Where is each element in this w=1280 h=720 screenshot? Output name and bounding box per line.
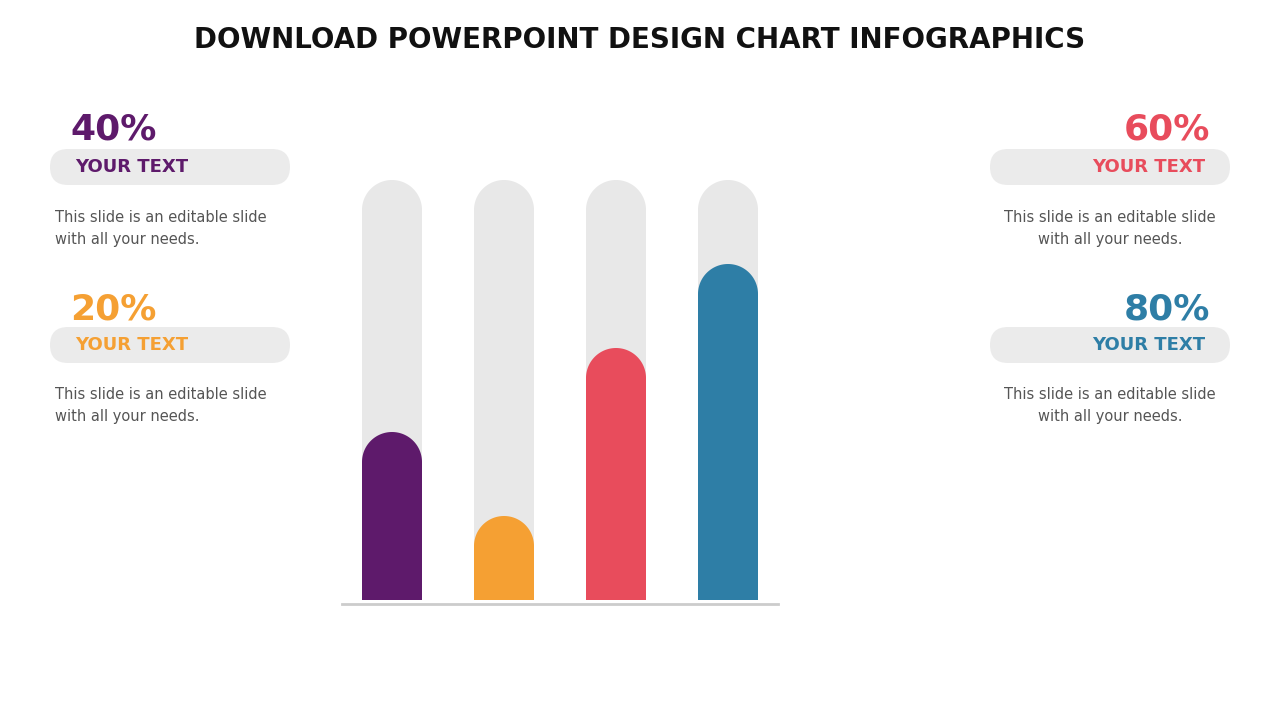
Polygon shape <box>586 348 646 378</box>
Bar <box>586 378 646 600</box>
Text: This slide is an editable slide
with all your needs.: This slide is an editable slide with all… <box>55 387 266 424</box>
Text: DOWNLOAD POWERPOINT DESIGN CHART INFOGRAPHICS: DOWNLOAD POWERPOINT DESIGN CHART INFOGRA… <box>195 26 1085 54</box>
Polygon shape <box>586 180 646 210</box>
Polygon shape <box>474 180 534 210</box>
Text: 40%: 40% <box>70 113 156 147</box>
Polygon shape <box>474 516 534 546</box>
Bar <box>474 546 534 600</box>
Text: YOUR TEXT: YOUR TEXT <box>1092 336 1204 354</box>
Bar <box>586 210 646 600</box>
Text: 80%: 80% <box>1124 293 1210 327</box>
FancyBboxPatch shape <box>50 327 291 363</box>
Polygon shape <box>698 180 758 210</box>
FancyBboxPatch shape <box>989 327 1230 363</box>
Text: 20%: 20% <box>70 293 156 327</box>
Bar <box>474 210 534 600</box>
Text: This slide is an editable slide
with all your needs.: This slide is an editable slide with all… <box>1005 210 1216 247</box>
Polygon shape <box>698 264 758 294</box>
Bar <box>362 462 422 600</box>
Bar <box>362 210 422 600</box>
Bar <box>698 294 758 600</box>
Polygon shape <box>362 180 422 210</box>
Polygon shape <box>362 432 422 462</box>
Text: YOUR TEXT: YOUR TEXT <box>76 336 188 354</box>
Text: 60%: 60% <box>1124 113 1210 147</box>
Text: This slide is an editable slide
with all your needs.: This slide is an editable slide with all… <box>1005 387 1216 424</box>
Bar <box>698 210 758 600</box>
Text: YOUR TEXT: YOUR TEXT <box>76 158 188 176</box>
FancyBboxPatch shape <box>989 149 1230 185</box>
Text: This slide is an editable slide
with all your needs.: This slide is an editable slide with all… <box>55 210 266 247</box>
Text: YOUR TEXT: YOUR TEXT <box>1092 158 1204 176</box>
FancyBboxPatch shape <box>50 149 291 185</box>
